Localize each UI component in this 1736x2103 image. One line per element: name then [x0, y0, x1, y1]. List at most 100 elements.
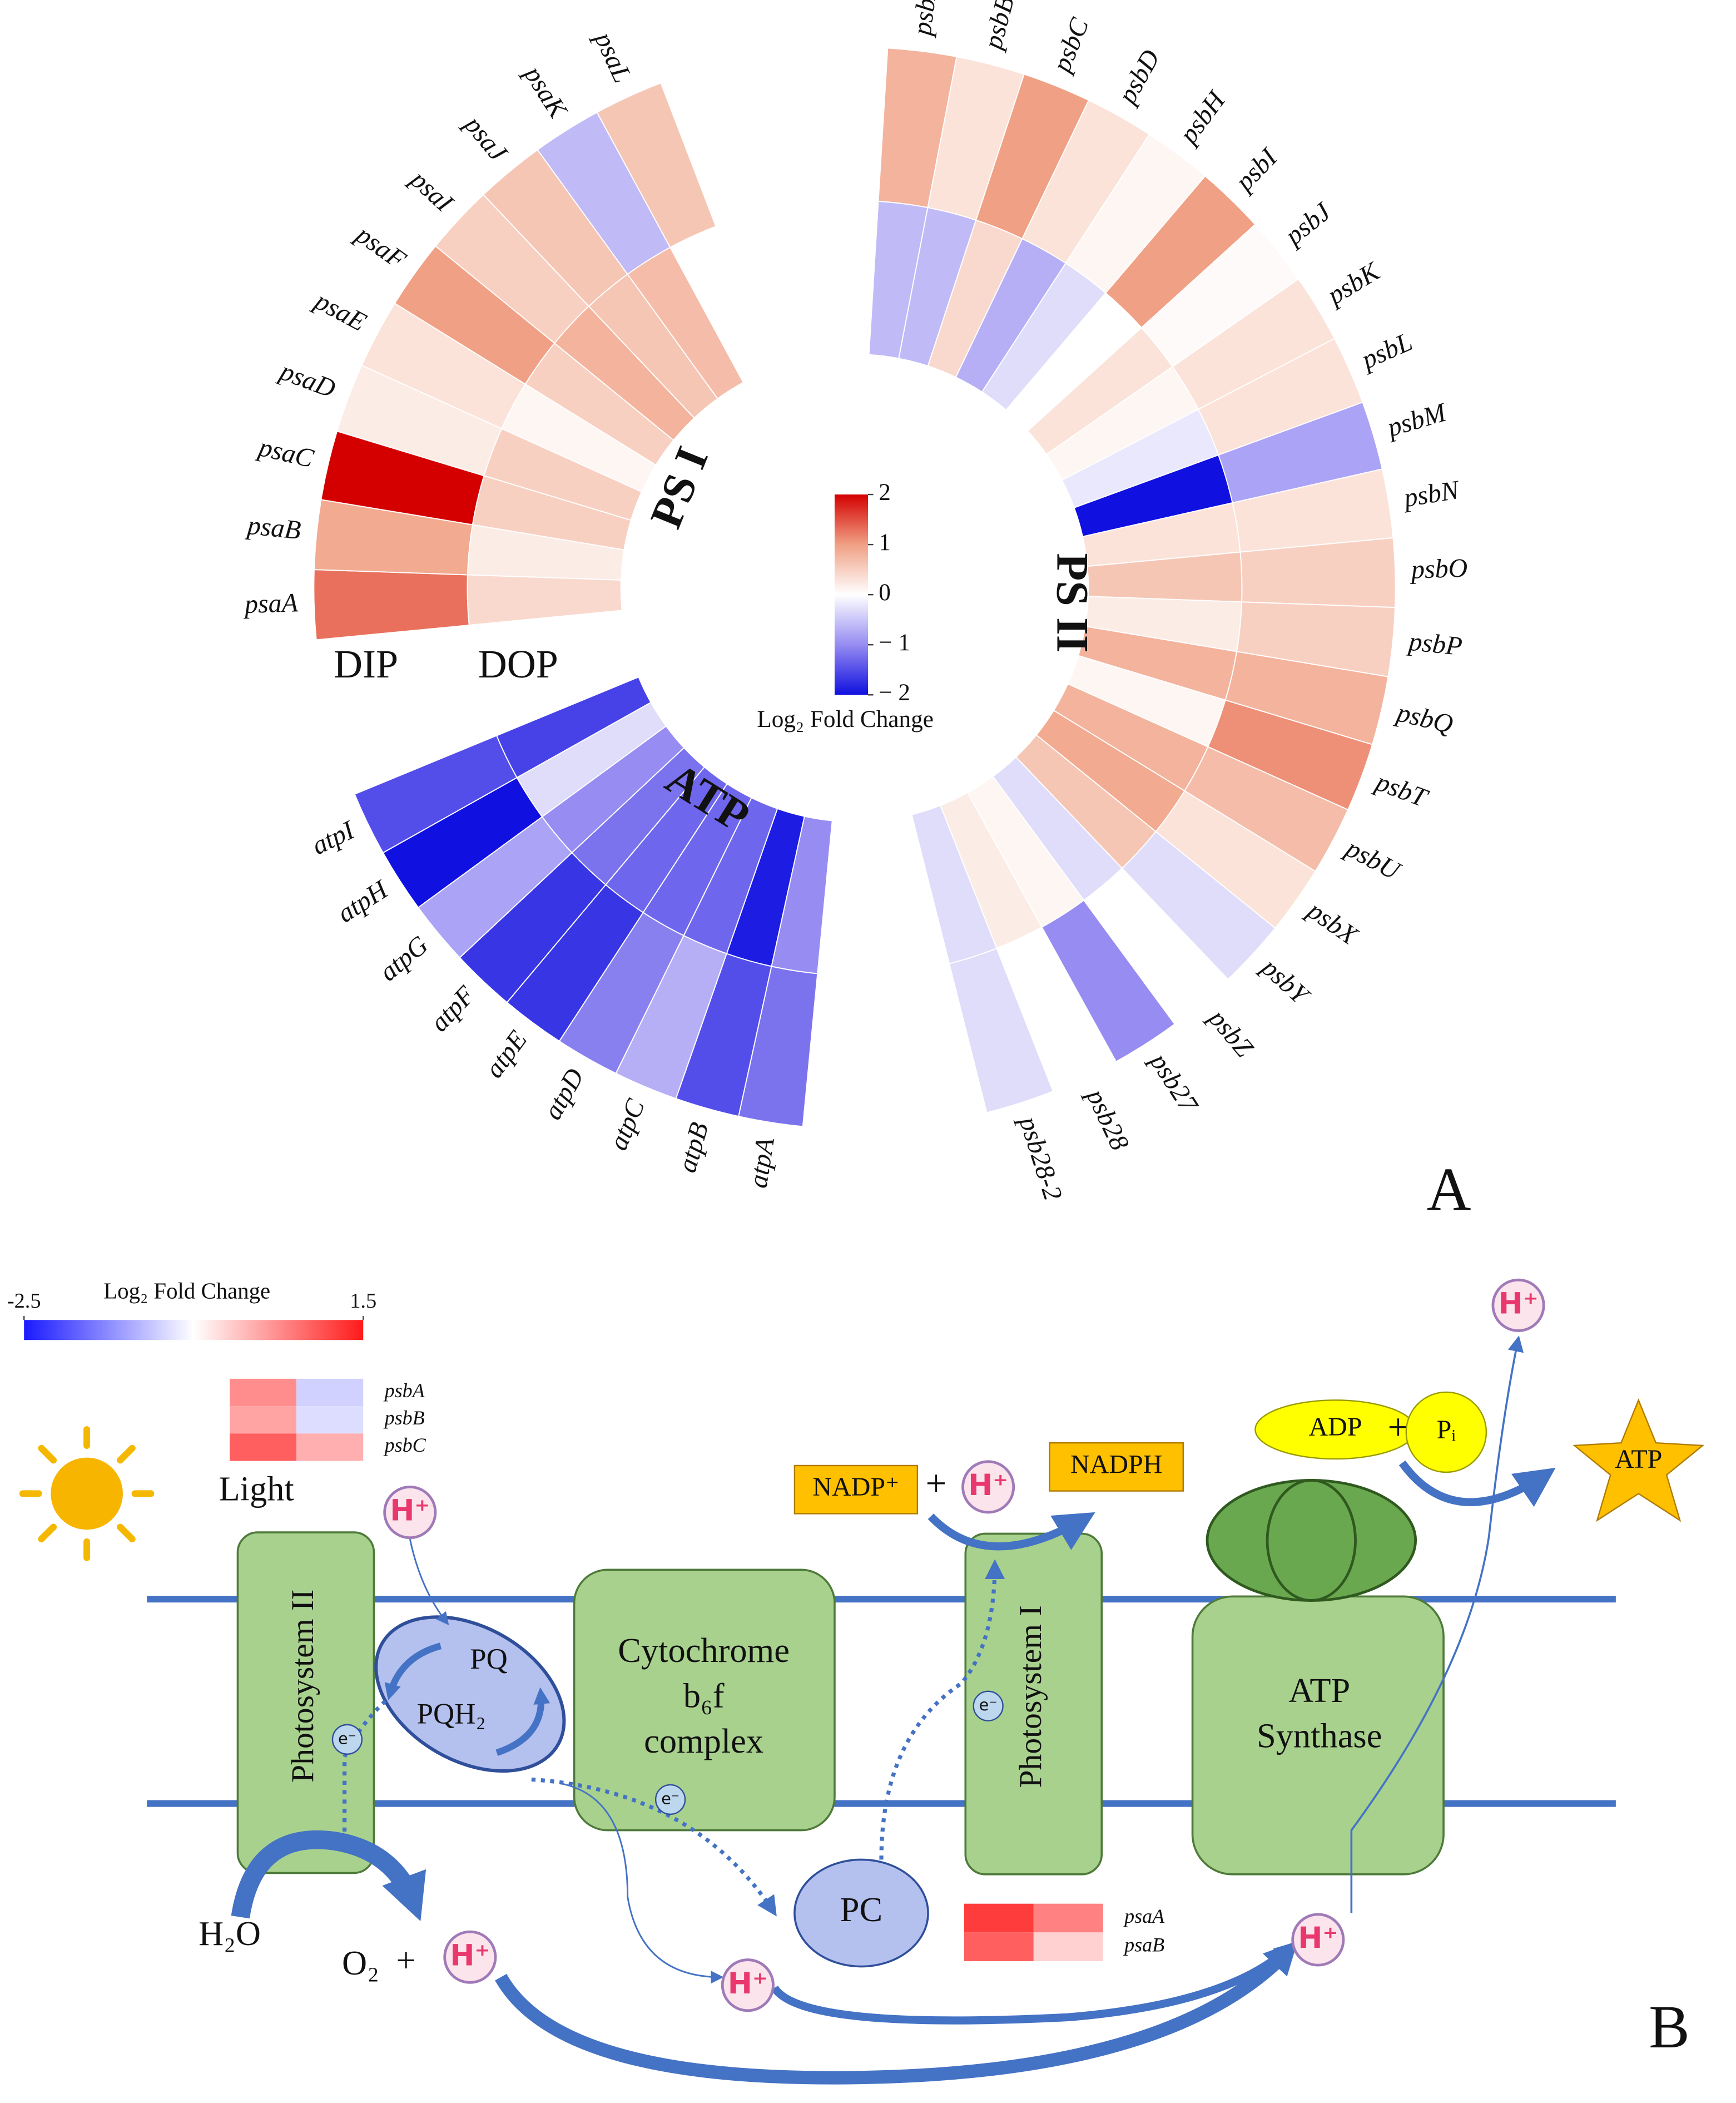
arrow [927, 1512, 1095, 1551]
colorbar-tick-label: 0 [879, 579, 891, 606]
nadp-label: NADP⁺ [812, 1472, 899, 1502]
proton: H⁺ [443, 1930, 497, 1984]
phosphate [1405, 1391, 1487, 1473]
nadph-box [1049, 1442, 1184, 1492]
gene-label: psaB [245, 511, 302, 546]
photosystem-ii [236, 1531, 375, 1874]
pqh2-label: PQH₂ [417, 1698, 486, 1730]
gene-label: psbQ [1392, 697, 1456, 739]
atp-star [1573, 1398, 1705, 1522]
electron: e⁻ [973, 1690, 1004, 1721]
heatmap-cell [495, 676, 652, 779]
photosystem-i-label: Photosystem I [1013, 1605, 1048, 1788]
adp-label: ADP [1309, 1412, 1362, 1442]
colorbar-tick-label: 1.5 [350, 1289, 376, 1313]
gene-label: psbH [1173, 85, 1232, 150]
plus-sign: + [1387, 1406, 1408, 1448]
proton: H⁺ [1291, 1913, 1345, 1967]
colorbar-tick-label: -2.5 [7, 1289, 41, 1313]
arrow [1398, 1460, 1556, 1507]
arrow [495, 1687, 550, 1756]
heatmap-cell [230, 1433, 297, 1461]
atp-synthase-label: ATP [1288, 1671, 1350, 1710]
gene-label: psb28 [1080, 1083, 1134, 1155]
pc-label: PC [840, 1890, 882, 1929]
pi-label: Pᵢ [1437, 1415, 1456, 1444]
gene-label: atpG [374, 930, 434, 987]
nadph-label: NADPH [1070, 1449, 1162, 1479]
electron-label: e⁻ [338, 1729, 356, 1748]
panel-label: B [1649, 1993, 1690, 2061]
ring-label: DIP [334, 642, 398, 686]
plastoquinone [374, 1615, 566, 1773]
gene-label: psaL [588, 26, 637, 87]
gene-label: psbY [1254, 952, 1316, 1011]
atp-synthase-head [1266, 1478, 1357, 1602]
gene-label: psaD [275, 356, 339, 404]
colorbar [834, 494, 868, 695]
electron: e⁻ [654, 1784, 686, 1815]
gene-label: psbJ [1278, 196, 1337, 252]
proton-label: H⁺ [968, 1468, 1008, 1502]
gene-label: psbA [383, 1379, 425, 1402]
heatmap-cell [964, 1903, 1034, 1933]
colorbar-tick-label: 2 [879, 479, 891, 506]
gene-label: atpE [479, 1025, 533, 1083]
heatmap-cell [296, 1433, 364, 1461]
sun-icon [19, 1426, 155, 1561]
gene-label: psaB [1123, 1933, 1164, 1956]
heatmap-cell [230, 1406, 297, 1434]
gene-label: psbL [1356, 327, 1417, 375]
gene-label: atpI [307, 815, 360, 860]
gene-label: psbD [1112, 45, 1165, 110]
electron-label: e⁻ [979, 1695, 998, 1714]
h2o-label: H₂O [199, 1914, 261, 1953]
gene-label: atpC [603, 1095, 651, 1155]
arrow [771, 1942, 1295, 2025]
pq-label: PQ [470, 1643, 508, 1675]
proton-label: H⁺ [1498, 1286, 1538, 1320]
plastocyanin [793, 1858, 929, 1968]
atp-synthase-label: Synthase [1257, 1716, 1382, 1755]
heatmap-cell [964, 1932, 1034, 1961]
colorbar-title: Log₂ Fold Change [103, 1279, 270, 1304]
proton-label: H⁺ [1298, 1921, 1338, 1955]
arrow [495, 1941, 1298, 2085]
gene-label: atpA [743, 1135, 780, 1190]
gene-label: psaK [518, 60, 574, 125]
gene-label: psbA [907, 0, 943, 38]
proton: H⁺ [383, 1486, 437, 1540]
proton-label: H⁺ [390, 1494, 430, 1528]
arrow [231, 1830, 426, 1922]
gene-label: psbN [1400, 475, 1462, 513]
electron: e⁻ [331, 1724, 363, 1755]
gene-label: psaA [242, 588, 299, 619]
panel-label: A [1427, 1155, 1471, 1223]
heatmap-cell [1033, 1903, 1103, 1933]
proton: H⁺ [961, 1460, 1015, 1514]
atp-label: ATP [1615, 1444, 1662, 1474]
gene-label: psaA [1123, 1905, 1165, 1927]
arrow [384, 1642, 442, 1701]
gene-label: psbC [383, 1434, 426, 1456]
gene-label: psaC [255, 432, 317, 473]
gene-label: psbP [1406, 626, 1464, 661]
arrow [1350, 1335, 1524, 1913]
gene-label: atpD [538, 1063, 590, 1125]
group-label: PS II [1048, 553, 1098, 652]
panel-b: Light Photosystem II Cytochrome b₆f comp… [7, 1279, 1705, 2085]
cytochrome-label: Cytochrome [618, 1631, 790, 1670]
colorbar-title: Log₂ Fold Change [757, 706, 934, 733]
gene-label: atpH [332, 874, 394, 929]
heatmap-cell [911, 804, 998, 964]
ring-label: DOP [478, 642, 558, 686]
arrow [409, 1538, 449, 1625]
gene-label: psbO [1409, 553, 1468, 585]
photosystem-ii-label: Photosystem II [285, 1590, 320, 1783]
heatmap-cell [1033, 1932, 1103, 1961]
plus-sign: + [926, 1462, 947, 1504]
arrow [561, 1783, 724, 1984]
gene-label: psbB [383, 1407, 425, 1429]
